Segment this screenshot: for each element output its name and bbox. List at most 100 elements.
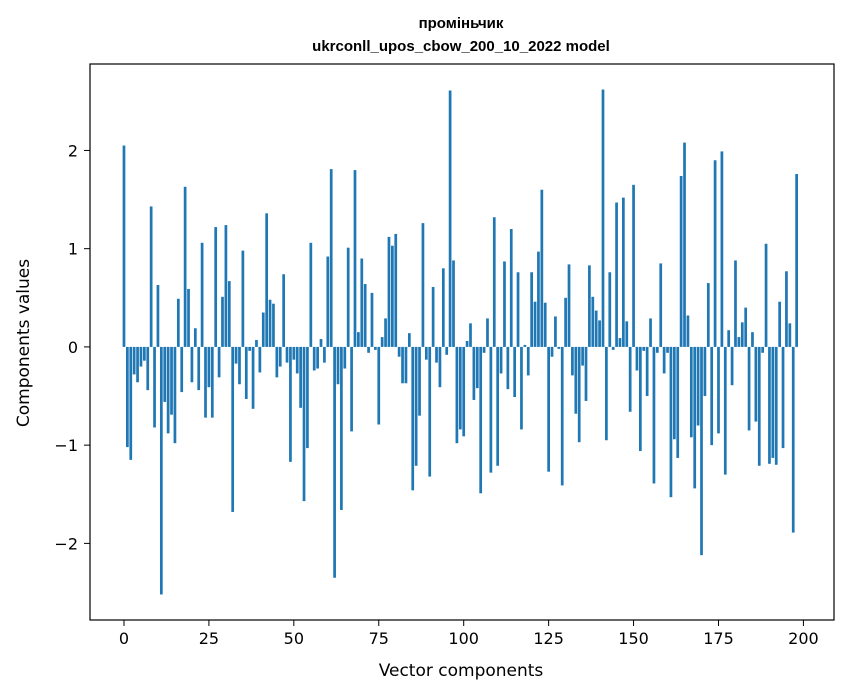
bar — [567, 264, 571, 347]
bar — [394, 233, 398, 347]
bar — [638, 346, 642, 452]
bar — [564, 297, 567, 347]
y-axis-label: Components values — [14, 259, 34, 427]
bar — [353, 170, 357, 347]
bar — [679, 175, 683, 347]
bar — [720, 151, 724, 347]
bar — [265, 213, 269, 347]
bar — [404, 346, 408, 384]
bar — [601, 89, 605, 347]
bar — [622, 197, 625, 347]
bar — [272, 303, 275, 347]
bar — [183, 186, 187, 347]
bar — [523, 344, 527, 347]
bar — [445, 346, 449, 355]
bar — [302, 346, 306, 502]
bar — [197, 346, 201, 391]
plot-frame — [89, 63, 835, 621]
bar — [421, 223, 425, 347]
bar — [299, 346, 302, 408]
bar — [329, 169, 333, 347]
bar — [390, 245, 394, 347]
bar — [170, 346, 173, 415]
bar — [176, 298, 180, 347]
bar — [516, 272, 520, 347]
bar — [666, 346, 669, 353]
bar — [513, 346, 517, 398]
y-axis-ticks: −2 −1 0 1 2 — [54, 141, 90, 553]
bar — [411, 346, 415, 491]
bar — [652, 346, 656, 484]
bar — [306, 346, 309, 449]
bar — [676, 346, 680, 458]
bar — [221, 296, 224, 347]
bar — [149, 206, 153, 347]
bar — [180, 346, 184, 393]
bar — [655, 346, 659, 353]
bar — [618, 338, 622, 347]
bar — [723, 346, 727, 475]
bar — [435, 346, 438, 363]
bar — [336, 346, 340, 385]
bar — [258, 346, 262, 373]
bar — [278, 346, 282, 367]
bar — [384, 318, 387, 347]
bar — [340, 346, 343, 510]
x-axis-ticks: 0 25 50 75 100 125 150 175 200 — [119, 620, 819, 648]
x-tick-label: 175 — [703, 629, 734, 648]
bar — [479, 346, 483, 494]
bar — [452, 260, 455, 347]
bar — [431, 286, 435, 347]
bar — [234, 346, 238, 364]
bar — [374, 346, 377, 350]
bar — [295, 346, 299, 374]
bar — [248, 346, 252, 351]
bar — [537, 251, 540, 347]
bar — [506, 346, 510, 390]
x-tick-label: 150 — [618, 629, 649, 648]
bar — [326, 256, 330, 347]
bar — [662, 346, 666, 374]
bar — [275, 346, 279, 378]
bar — [142, 346, 146, 361]
bar — [316, 346, 319, 369]
bar — [159, 346, 163, 595]
bar — [554, 316, 557, 347]
x-tick-label: 125 — [533, 629, 564, 648]
bar — [367, 346, 370, 353]
bar — [689, 346, 693, 438]
bar — [768, 346, 771, 464]
bar — [486, 318, 489, 347]
bar — [231, 346, 235, 512]
bar — [730, 346, 734, 386]
bar — [282, 274, 286, 347]
bar — [785, 271, 788, 347]
bar — [540, 189, 544, 347]
bar — [642, 346, 646, 351]
bar — [217, 346, 221, 378]
bar — [407, 333, 411, 347]
bar — [754, 346, 758, 422]
bar — [710, 346, 714, 446]
bar — [268, 299, 272, 347]
bar — [428, 346, 432, 477]
x-tick-label: 50 — [284, 629, 304, 648]
bar — [547, 346, 550, 472]
bar — [649, 318, 652, 347]
bar — [387, 236, 391, 347]
bar — [238, 346, 241, 385]
bar — [424, 346, 428, 360]
bar — [146, 346, 150, 391]
bar — [778, 301, 782, 347]
bar — [448, 90, 452, 347]
bar — [363, 284, 367, 347]
bar — [418, 346, 421, 416]
bar — [414, 346, 418, 466]
bar — [380, 337, 384, 347]
bar — [153, 346, 156, 428]
bar — [560, 346, 564, 486]
chart-title: проміньчик — [419, 15, 504, 32]
bar — [458, 346, 462, 430]
bar — [210, 346, 214, 418]
